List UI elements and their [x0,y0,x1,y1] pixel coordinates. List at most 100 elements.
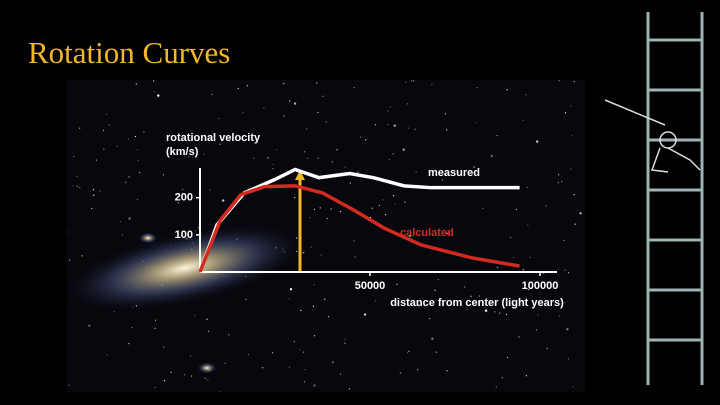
line [198,184,520,273]
star [131,326,133,329]
star [307,157,309,160]
star [184,374,186,376]
star [522,268,524,271]
star [153,91,155,93]
star [579,212,582,215]
star [106,354,108,356]
star [93,194,95,196]
star [464,286,466,288]
star [177,202,180,204]
star [434,289,436,291]
star [267,157,269,159]
star [382,199,384,201]
star [316,82,318,84]
star [349,182,351,184]
star [68,384,70,386]
star [413,80,415,82]
star [447,232,450,235]
star [137,159,139,162]
star [441,179,444,181]
star [529,256,531,258]
star [194,314,196,317]
galaxy [62,224,308,312]
star [304,369,306,371]
star [300,309,302,312]
star [136,199,139,201]
star [108,124,110,126]
star [505,313,508,315]
star [558,79,560,82]
star [197,227,199,229]
star [66,231,68,233]
star [79,127,81,129]
star [91,208,93,210]
star [283,115,285,117]
star [207,330,210,332]
star [496,135,498,137]
star [157,94,160,97]
star [303,381,306,383]
star [190,375,193,377]
star [415,171,417,173]
star [478,295,480,297]
star [394,203,396,205]
star [445,232,447,235]
star [392,153,394,155]
star [207,135,209,137]
star [124,181,126,183]
star [253,157,255,159]
x-tick-label: 100000 [522,280,559,292]
star [387,123,389,126]
star [431,337,434,340]
star [406,103,409,105]
star [162,174,165,176]
star [344,338,346,340]
star [221,199,225,202]
star [317,157,319,159]
star [574,223,576,225]
star [76,185,78,187]
star [557,182,559,184]
legend-label: measured [428,167,480,179]
star [127,138,130,140]
star [357,171,359,173]
star [513,257,515,259]
star [314,208,316,210]
star [404,201,406,203]
star [496,266,498,269]
star [154,327,156,329]
star [72,185,74,187]
star [475,122,478,124]
star [294,197,296,199]
star [570,105,572,107]
star [289,288,293,291]
star [135,83,137,85]
star [154,319,157,321]
star [293,340,295,343]
star [322,95,324,97]
star [119,220,122,223]
star [154,386,156,389]
star [408,234,412,237]
star [121,234,124,236]
star [218,390,221,393]
star [310,246,312,248]
star [402,148,405,151]
star [499,312,501,314]
star [558,315,560,317]
star [370,285,372,287]
star [271,352,274,354]
star [88,324,91,327]
star [237,87,239,90]
star [320,254,322,256]
star [435,351,438,353]
star [365,139,367,141]
star [527,289,529,291]
star [515,208,517,210]
star [406,352,409,354]
star [470,295,472,297]
star [563,239,565,242]
star [573,81,575,83]
star [545,205,547,207]
